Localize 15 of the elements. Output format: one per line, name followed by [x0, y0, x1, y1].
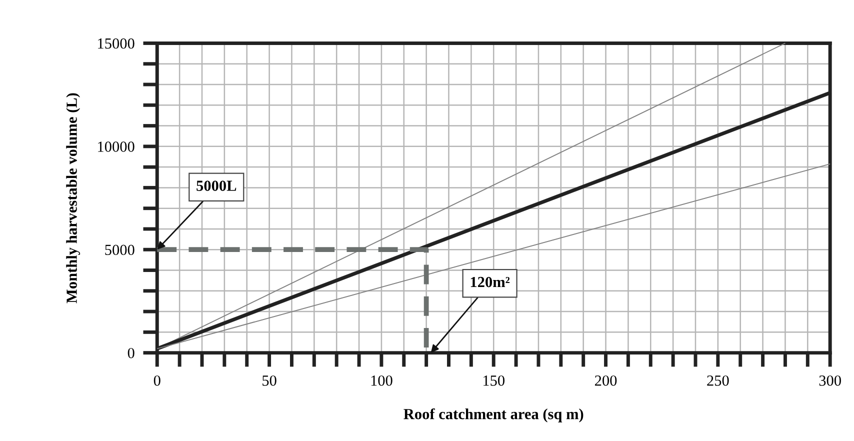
annotation: 5000L [196, 180, 236, 191]
x-tick-label: 0 [154, 375, 160, 386]
x-tick-label: 50 [262, 375, 276, 386]
x-tick-label: 300 [819, 375, 841, 386]
y-axis-title: Monthly harvestable volume (L) [66, 93, 80, 304]
x-tick-label: 100 [371, 375, 392, 386]
y-tick-label: 5000 [105, 244, 134, 256]
y-tick-label: 10000 [98, 142, 134, 152]
x-tick-label: 150 [484, 375, 504, 386]
x-tick-label: 250 [707, 375, 729, 386]
y-tick-label: 15000 [98, 38, 134, 49]
annotation: 120m² [470, 276, 510, 288]
x-tick-label: 200 [594, 375, 617, 386]
x-axis-title: Roof catchment area (sq m) [404, 408, 584, 422]
y-tick-label: 0 [128, 348, 134, 358]
